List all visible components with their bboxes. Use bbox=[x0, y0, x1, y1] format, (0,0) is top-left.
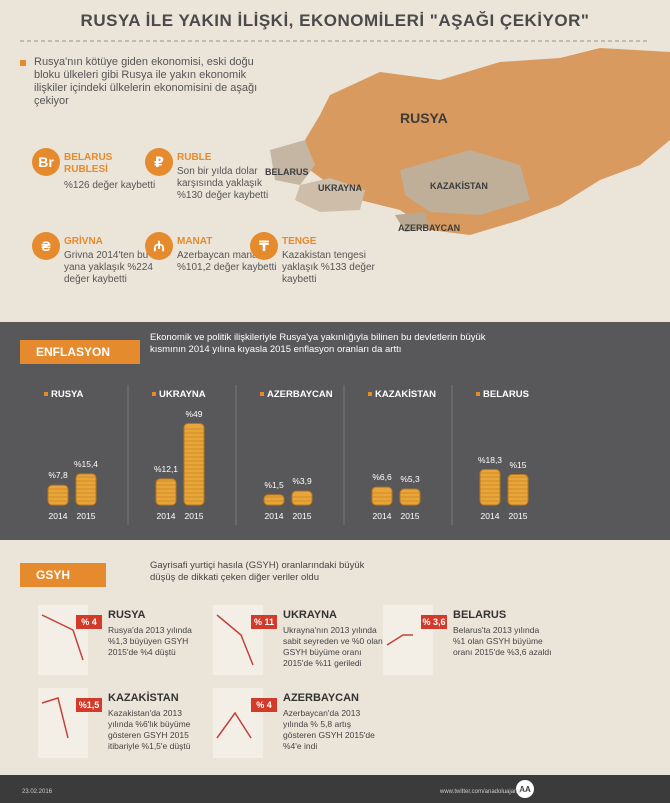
currency-text: %126 değer kaybetti bbox=[64, 180, 156, 191]
year-label: 2014 bbox=[264, 511, 284, 521]
currency-name: BELARUS RUBLESİ bbox=[64, 152, 113, 175]
gdp-text: Kazakistan'da 2013 yılında %6'lık büyüme… bbox=[108, 708, 191, 751]
ukraine-shape bbox=[295, 178, 365, 212]
logo-mark: AA bbox=[519, 785, 531, 794]
gdp-name: BELARUS bbox=[453, 609, 507, 621]
bullet bbox=[44, 392, 48, 396]
country-name: UKRAYNA bbox=[159, 389, 206, 400]
value-label: %3,9 bbox=[292, 476, 312, 487]
value-label: %6,6 bbox=[372, 472, 392, 483]
intro: Rusya'nın kötüye giden ekonomisi, eski d… bbox=[34, 56, 258, 107]
map-label: UKRAYNA bbox=[318, 183, 363, 193]
country-name: BELARUS bbox=[483, 389, 529, 400]
year-label: 2014 bbox=[48, 511, 68, 521]
value-label: %15 bbox=[509, 459, 527, 470]
map-label: KAZAKİSTAN bbox=[430, 181, 488, 191]
value-label: %49 bbox=[185, 408, 203, 419]
year-label: 2015 bbox=[76, 511, 96, 521]
currency-icon: ₼ bbox=[145, 232, 173, 260]
map-label: RUSYA bbox=[400, 110, 448, 126]
currency-name: RUBLE bbox=[177, 152, 212, 163]
currency-icon: ₸ bbox=[250, 232, 278, 260]
country-name: KAZAKİSTAN bbox=[375, 389, 437, 400]
mini-chart-line bbox=[41, 697, 69, 739]
azerbaijan-shape bbox=[395, 212, 430, 232]
currency-name: MANAT bbox=[177, 236, 213, 247]
value-label: %15,4 bbox=[73, 458, 99, 469]
russia-shape bbox=[305, 48, 670, 235]
gdp-text: Ukrayna'nın 2013 yılında sabit seyreden … bbox=[283, 625, 383, 668]
coin-stack bbox=[371, 486, 393, 506]
coin-stack bbox=[47, 484, 69, 506]
gdp-text: Azerbaycan'da 2013 yılında % 5,8 artış g… bbox=[283, 708, 375, 751]
footer-source: www.twitter.com/anadoluajansi bbox=[440, 789, 522, 795]
section-label: GSYH bbox=[20, 563, 106, 587]
badge: % 3,6 bbox=[421, 615, 447, 629]
mini-chart-line bbox=[386, 634, 413, 646]
bullet bbox=[260, 392, 264, 396]
year-label: 2015 bbox=[400, 511, 420, 521]
year-label: 2015 bbox=[184, 511, 204, 521]
year-label: 2014 bbox=[372, 511, 392, 521]
value-label: %7,8 bbox=[48, 470, 68, 481]
gdp-name: AZERBAYCAN bbox=[283, 692, 359, 704]
section-text: Gayrisafi yurtiçi hasıla (GSYH) oranları… bbox=[150, 560, 365, 583]
coin-stack bbox=[479, 469, 501, 506]
gdp-text: Rusya'da 2013 yılında %1,3 büyüyen GSYH … bbox=[108, 625, 192, 657]
title: RUSYA İLE YAKIN İLİŞKİ, EKONOMİLERİ "AŞA… bbox=[80, 11, 590, 30]
year-label: 2015 bbox=[508, 511, 528, 521]
belarus-shape bbox=[270, 140, 315, 185]
badge: %1,5 bbox=[76, 698, 102, 712]
bullet bbox=[20, 60, 26, 66]
value-label: %12,1 bbox=[153, 463, 179, 474]
value-label: %18,3 bbox=[477, 454, 503, 465]
country-name: AZERBAYCAN bbox=[267, 389, 333, 400]
logo bbox=[516, 780, 534, 798]
section-label: ENFLASYON bbox=[20, 340, 140, 364]
badge: % 4 bbox=[251, 698, 277, 712]
country-name: RUSYA bbox=[51, 389, 84, 400]
value-label: %5,3 bbox=[400, 474, 420, 485]
year-label: 2015 bbox=[292, 511, 312, 521]
coin-stack bbox=[263, 494, 285, 506]
year-label: 2014 bbox=[480, 511, 500, 521]
map bbox=[270, 48, 670, 235]
mini-chart-line bbox=[41, 614, 84, 661]
currency-name: TENGE bbox=[282, 236, 317, 247]
currency-icon: ₴ bbox=[32, 232, 60, 260]
map-label: AZERBAYCAN bbox=[398, 223, 461, 233]
currency-icon: Br bbox=[32, 148, 60, 176]
currency-name: GRİVNA bbox=[64, 236, 103, 247]
gdp-name: KAZAKİSTAN bbox=[108, 692, 179, 704]
coin-stack bbox=[291, 490, 313, 506]
badge: % 4 bbox=[76, 615, 102, 629]
currency-text: Son bir yılda dolar karşısında yaklaşık … bbox=[177, 166, 269, 201]
currency-text: Azerbaycan manatı %101,2 değer kaybetti bbox=[177, 250, 277, 273]
footer-bar bbox=[0, 775, 670, 803]
section-text: Ekonomik ve politik ilişkileriyle Rusya'… bbox=[150, 332, 486, 355]
mini-chart-line bbox=[216, 711, 252, 739]
bullet bbox=[152, 392, 156, 396]
map-label: BELARUS bbox=[265, 167, 309, 177]
gdp-name: UKRAYNA bbox=[283, 609, 337, 621]
gdp-name: RUSYA bbox=[108, 609, 146, 621]
currency-text: Kazakistan tengesi yaklaşık %133 değer k… bbox=[282, 250, 375, 285]
bullet bbox=[368, 392, 372, 396]
value-label: %1,5 bbox=[264, 479, 284, 490]
gdp-text: Belarus'ta 2013 yılında %1 olan GSYH büy… bbox=[453, 625, 552, 657]
footer-date: 23.02.2016 bbox=[22, 789, 53, 795]
bullet bbox=[476, 392, 480, 396]
coin-stack bbox=[507, 474, 529, 506]
mini-chart-line bbox=[216, 614, 254, 666]
coin-stack bbox=[75, 473, 97, 506]
currency-text: Grivna 2014'ten bu yana yaklaşık %224 de… bbox=[64, 250, 153, 285]
currency-icon: ₽ bbox=[145, 148, 173, 176]
kazakhstan-shape bbox=[400, 150, 530, 215]
year-label: 2014 bbox=[156, 511, 176, 521]
badge: % 11 bbox=[251, 615, 277, 629]
coin-stack bbox=[183, 423, 205, 506]
coin-stack bbox=[155, 478, 177, 506]
